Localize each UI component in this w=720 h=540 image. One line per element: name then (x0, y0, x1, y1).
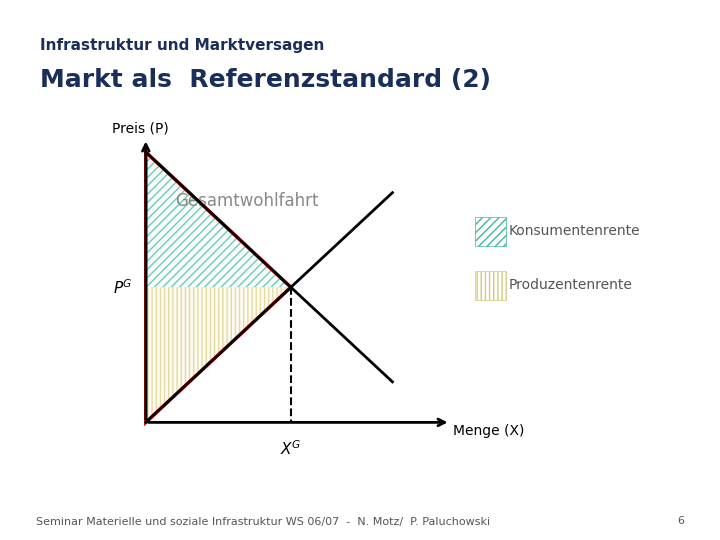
Text: Infrastruktur und Marktversagen: Infrastruktur und Marktversagen (40, 38, 324, 53)
Text: X$^G$: X$^G$ (280, 439, 302, 458)
Text: Konsumentenrente: Konsumentenrente (508, 224, 640, 238)
Text: 6: 6 (677, 516, 684, 526)
Text: P$^G$: P$^G$ (113, 278, 132, 296)
Text: Produzentenrente: Produzentenrente (508, 278, 632, 292)
Text: Preis (P): Preis (P) (112, 122, 168, 136)
Polygon shape (145, 152, 291, 287)
Text: Menge (X): Menge (X) (454, 424, 525, 438)
Polygon shape (145, 287, 291, 422)
Text: Gesamtwohlfahrt: Gesamtwohlfahrt (176, 192, 319, 210)
Text: Markt als  Referenzstandard (2): Markt als Referenzstandard (2) (40, 68, 490, 91)
Text: Seminar Materielle und soziale Infrastruktur WS 06/07  -  N. Motz/  P. Paluchows: Seminar Materielle und soziale Infrastru… (36, 516, 490, 526)
